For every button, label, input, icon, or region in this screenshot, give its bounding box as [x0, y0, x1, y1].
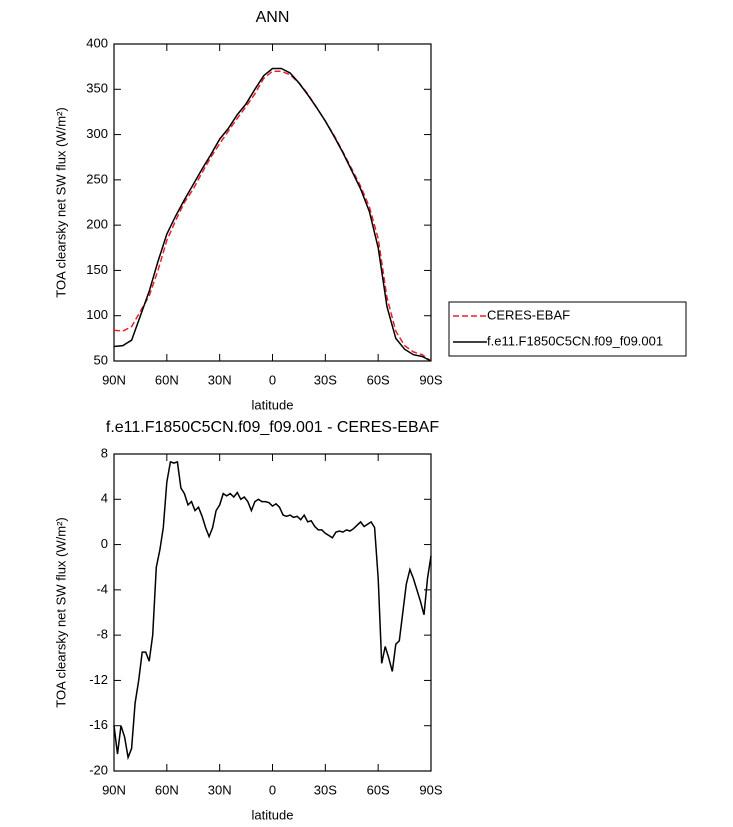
y-tick-label: -4 — [96, 581, 108, 596]
legend-label: f.e11.F1850C5CN.f09_f09.001 — [487, 333, 663, 348]
plot-frame — [113, 453, 432, 772]
x-tick-label: 90S — [419, 372, 442, 387]
y-tick-label: -16 — [89, 717, 108, 732]
x-tick-label: 90N — [102, 372, 126, 387]
legend-label: CERES-EBAF — [487, 307, 570, 322]
x-tick-label: 0 — [269, 372, 276, 387]
x-axis-label: latitude — [252, 397, 294, 412]
y-tick-label: 200 — [86, 217, 108, 232]
y-tick-label: 0 — [101, 536, 108, 551]
x-tick-label: 0 — [269, 782, 276, 797]
data-line — [113, 67, 432, 362]
y-tick-label: -20 — [89, 762, 108, 777]
y-tick-label: 400 — [86, 35, 108, 50]
y-tick-label: -12 — [89, 672, 108, 687]
x-tick-label: 60N — [155, 782, 179, 797]
x-tick-label: 90S — [419, 782, 442, 797]
x-tick-label: 60S — [367, 372, 390, 387]
x-axis-label: latitude — [252, 807, 294, 822]
data-line — [113, 460, 432, 761]
legend-box — [448, 301, 687, 357]
x-tick-label: 30S — [314, 372, 337, 387]
x-tick-label: 60N — [155, 372, 179, 387]
chart-title: ANN — [256, 9, 290, 26]
x-tick-label: 60S — [367, 782, 390, 797]
x-tick-label: 30N — [208, 782, 232, 797]
y-tick-label: 300 — [86, 126, 108, 141]
x-tick-label: 30S — [314, 782, 337, 797]
x-tick-label: 30N — [208, 372, 232, 387]
y-tick-label: 4 — [101, 491, 108, 506]
x-tick-label: 90N — [102, 782, 126, 797]
y-axis-label: TOA clearsky net SW flux (W/m²) — [53, 107, 68, 297]
chart-title: f.e11.F1850C5CN.f09_f09.001 - CERES-EBAF — [106, 419, 439, 436]
y-tick-label: 100 — [86, 307, 108, 322]
y-tick-label: 350 — [86, 81, 108, 96]
y-axis-label: TOA clearsky net SW flux (W/m²) — [53, 517, 68, 707]
y-tick-label: 50 — [94, 352, 108, 367]
y-tick-label: 150 — [86, 262, 108, 277]
y-tick-label: 250 — [86, 171, 108, 186]
data-line — [113, 70, 432, 362]
plot-frame — [113, 43, 432, 362]
y-tick-label: -8 — [96, 627, 108, 642]
y-tick-label: 8 — [101, 445, 108, 460]
